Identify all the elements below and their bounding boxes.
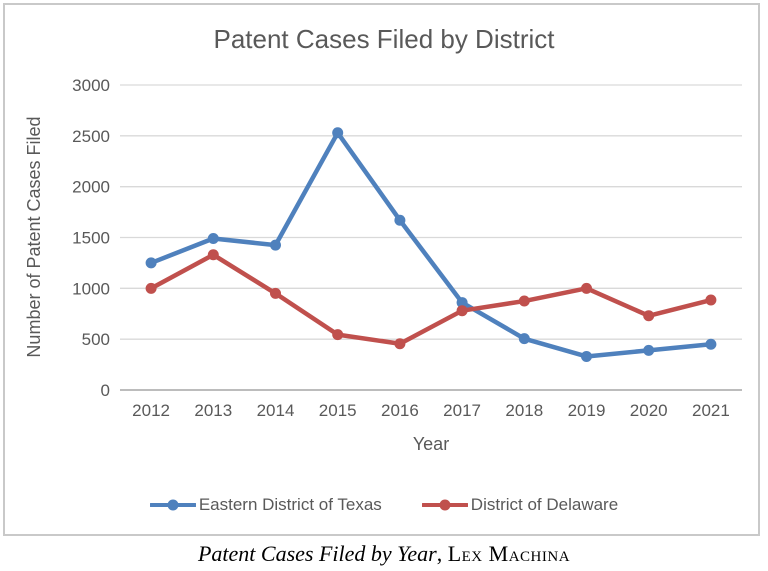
y-tick-label: 3000 bbox=[72, 76, 110, 95]
y-tick-label: 1000 bbox=[72, 279, 110, 298]
data-point-marker bbox=[518, 295, 530, 307]
data-point-marker bbox=[456, 305, 468, 317]
gridlines-group bbox=[120, 84, 742, 391]
series-line bbox=[148, 130, 714, 359]
x-tick-label: 2017 bbox=[443, 401, 481, 420]
caption-separator: , bbox=[436, 541, 448, 566]
series-delaware bbox=[145, 249, 717, 350]
y-tick-label: 500 bbox=[82, 330, 110, 349]
x-tick-label: 2020 bbox=[630, 401, 668, 420]
data-point-marker bbox=[456, 297, 468, 309]
chart-title: Patent Cases Filed by District bbox=[213, 24, 555, 54]
data-series-group bbox=[145, 127, 717, 362]
caption-publisher: Lex Machina bbox=[447, 541, 571, 566]
x-tick-label: 2021 bbox=[692, 401, 730, 420]
y-tick-label: 1500 bbox=[72, 229, 110, 248]
x-tick-label: 2012 bbox=[132, 401, 170, 420]
x-axis-title: Year bbox=[413, 434, 449, 454]
data-point-marker bbox=[207, 233, 219, 245]
data-point-marker bbox=[394, 214, 406, 226]
series-line bbox=[148, 252, 714, 346]
x-tick-label: 2015 bbox=[319, 401, 357, 420]
x-tick-label: 2016 bbox=[381, 401, 419, 420]
blue-line-marker-icon bbox=[149, 499, 196, 511]
data-point-marker bbox=[394, 338, 406, 350]
data-point-marker bbox=[581, 350, 592, 362]
legend-item-delaware: District of Delaware bbox=[421, 495, 619, 515]
x-tick-label: 2018 bbox=[505, 401, 543, 420]
data-point-marker bbox=[270, 239, 281, 251]
figure-caption: Patent Cases Filed by Year, Lex Machina bbox=[0, 541, 768, 567]
data-point-marker bbox=[643, 310, 655, 322]
data-point-marker bbox=[207, 249, 219, 261]
legend-item-eastern-texas: Eastern District of Texas bbox=[149, 495, 382, 515]
y-tick-label: 2000 bbox=[72, 178, 110, 197]
legend-label-eastern-texas: Eastern District of Texas bbox=[198, 495, 382, 514]
red-line-marker-icon bbox=[421, 499, 468, 511]
x-tick-label: 2019 bbox=[568, 401, 606, 420]
data-point-marker bbox=[705, 294, 717, 306]
data-point-marker bbox=[705, 338, 717, 350]
data-point-marker bbox=[270, 287, 281, 299]
y-tick-label: 0 bbox=[101, 381, 110, 400]
series-eastern-texas bbox=[145, 127, 717, 362]
data-point-marker bbox=[332, 329, 344, 341]
data-point-marker bbox=[643, 344, 655, 356]
x-axis-tick-labels: 2012 2013 2014 2015 2016 2017 2018 2019 2020 2021 bbox=[132, 401, 730, 420]
x-tick-label: 2013 bbox=[194, 401, 232, 420]
y-axis-tick-labels: 0 500 1000 1500 2000 2500 3000 bbox=[72, 76, 110, 400]
legend-label-delaware: District of Delaware bbox=[470, 495, 619, 514]
data-point-marker bbox=[145, 257, 157, 269]
data-point-marker bbox=[332, 127, 344, 139]
chart-legend: Eastern District of Texas District of De… bbox=[0, 495, 768, 515]
x-tick-label: 2014 bbox=[257, 401, 295, 420]
caption-source-title: Patent Cases Filed by Year bbox=[197, 541, 437, 566]
y-axis-title: Number of Patent Cases Filed bbox=[24, 116, 44, 357]
data-point-marker bbox=[581, 282, 592, 294]
data-point-marker bbox=[518, 333, 530, 345]
data-point-marker bbox=[145, 282, 157, 294]
chart-frame bbox=[3, 3, 760, 536]
y-tick-label: 2500 bbox=[72, 127, 110, 146]
